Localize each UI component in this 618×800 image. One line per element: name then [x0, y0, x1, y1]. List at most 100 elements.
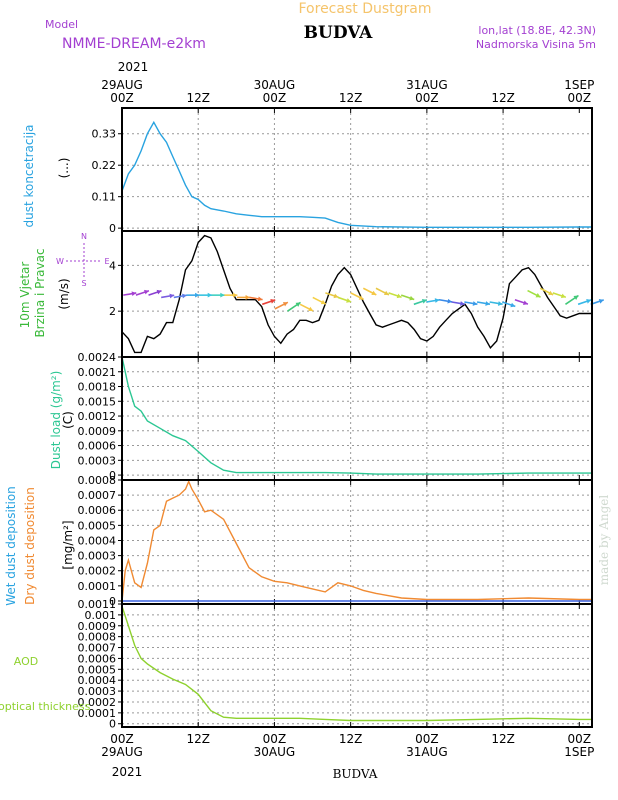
aod-ylabel-group: AOD optical thickness — [0, 655, 91, 713]
ytick-label: 0.0011 — [78, 598, 117, 611]
ytick-label: 0.0015 — [78, 395, 117, 408]
altitude-label: Nadmorska Visina 5m — [476, 38, 596, 51]
top-tick-label: 1SEP — [564, 78, 594, 92]
figure-title: Forecast Dustgram — [299, 1, 432, 17]
wind-arrow-head — [535, 293, 541, 298]
bottom-year-label: 2021 — [112, 765, 143, 779]
dep-ylabel-unit: [mg/m²] — [61, 520, 75, 569]
panel-frame — [121, 356, 593, 481]
aod-horiz-label: optical thickness — [0, 700, 91, 713]
load-ylabel-unit: (C) — [61, 411, 75, 429]
credit-label: made by Angel — [597, 495, 611, 586]
top-tick-label: 30AUG — [254, 78, 296, 92]
wind-ylabel-line1: 10m Vjetar — [18, 262, 32, 329]
wind-arrow-head — [523, 300, 528, 305]
bottom-tick-label: 12Z — [186, 732, 210, 746]
ytick-label: 0.0009 — [78, 425, 117, 438]
wind-arrow-head — [358, 295, 364, 300]
wind-compass: N S W E — [56, 232, 109, 288]
compass-w: W — [56, 257, 64, 266]
footer-station: BUDVA — [333, 767, 378, 781]
panel-aod: 00.00010.00020.00030.00040.00050.00060.0… — [78, 598, 593, 731]
wind-arrow-head — [472, 301, 478, 306]
wind-ylabel-group: 10m Vjetar Brzina i Pravac (m/s) — [18, 248, 71, 337]
wind-arrow-head — [586, 299, 592, 304]
dust-ylabel-group: dust koncetracija (...) — [22, 124, 71, 227]
series-line-load — [121, 356, 592, 475]
bottom-tick-label: 30AUG — [254, 745, 296, 759]
wind-arrow-head — [282, 302, 288, 307]
panel-dust: 0 0.11 0.22 0.33 — [92, 107, 593, 235]
compass-n: N — [81, 232, 87, 241]
wind-arrow-head — [270, 299, 276, 304]
wind-arrow-head — [460, 301, 465, 306]
ytick-label: 0.0003 — [78, 685, 117, 698]
wind-arrow-head — [421, 299, 427, 304]
top-tick-label: 31AUG — [406, 78, 448, 92]
model-name: NMME-DREAM-e2km — [62, 36, 206, 52]
load-ylabel: Dust load (g/m²) — [49, 371, 63, 470]
bottom-tick-label: 12Z — [339, 732, 363, 746]
top-tick-label: 00Z — [415, 91, 439, 105]
wind-arrow-head — [434, 298, 440, 303]
dry-dep-ylabel: Dry dust deposition — [23, 487, 37, 605]
wind-arrow-head — [346, 298, 352, 303]
wind-arrow-head — [371, 290, 377, 296]
load-ylabel-group: Dust load (g/m²) (C) — [49, 371, 75, 470]
top-tick-label: 00Z — [110, 91, 134, 105]
wind-ylabel-line2: Brzina i Pravac — [33, 248, 47, 337]
wind-ylabel-unit: (m/s) — [57, 278, 71, 309]
wind-arrow-head — [598, 299, 604, 304]
bottom-tick-label: 00Z — [263, 732, 287, 746]
bottom-tick-label: 1SEP — [564, 745, 594, 759]
bottom-tick-label: 31AUG — [406, 745, 448, 759]
dust-ylabel: dust koncetracija — [22, 124, 36, 227]
ytick-label: 0.0006 — [78, 504, 117, 517]
ytick-label: 0.0007 — [78, 489, 117, 502]
wind-arrow-head — [257, 296, 263, 302]
wind-arrow-head — [308, 306, 314, 312]
wind-arrow-head — [169, 293, 175, 299]
ytick-label: 0 — [109, 222, 116, 235]
top-tick-label: 12Z — [186, 91, 210, 105]
top-tick-label: 12Z — [491, 91, 515, 105]
ytick-label: 2 — [109, 305, 116, 318]
ytick-label: 4 — [109, 259, 116, 272]
bottom-tick-label: 00Z — [110, 732, 134, 746]
model-label: Model — [45, 18, 78, 31]
wet-dep-ylabel: Wet dust deposition — [4, 486, 18, 606]
bottom-tick-label: 29AUG — [101, 745, 143, 759]
ytick-label: 0.0003 — [78, 550, 117, 563]
wind-arrow-head — [383, 290, 389, 296]
ytick-label: 0.33 — [92, 128, 117, 141]
wind-arrow-head — [131, 291, 137, 297]
panel-frame — [121, 107, 593, 232]
ytick-label: 0.0007 — [78, 642, 117, 655]
panel-frame — [121, 230, 593, 358]
wind-arrow-head — [220, 292, 225, 298]
ytick-label: 0.0012 — [78, 410, 117, 423]
wind-arrow-head — [573, 295, 579, 300]
ytick-label: 0.0008 — [78, 474, 117, 487]
ytick-label: 0.0004 — [78, 674, 117, 687]
ytick-label: 0.0002 — [78, 696, 117, 709]
wind-arrow-head — [143, 289, 149, 295]
dep-ylabel-group: Wet dust deposition Dry dust deposition … — [4, 486, 75, 606]
ytick-label: 0.0006 — [78, 440, 117, 453]
series-line-speed — [121, 234, 592, 354]
ytick-label: 0 — [109, 595, 116, 608]
wind-arrow-head — [295, 302, 301, 307]
wind-arrow-head — [182, 293, 187, 299]
ytick-label: 0.0005 — [78, 519, 117, 532]
wind-arrow-head — [497, 301, 503, 306]
ytick-label: 0.0002 — [78, 565, 117, 578]
bottom-tick-label: 00Z — [568, 732, 592, 746]
ytick-label: 0.0024 — [78, 351, 117, 364]
dust-ylabel-unit: (...) — [57, 158, 71, 179]
wind-arrow-head — [156, 289, 162, 295]
ytick-label: 0.0001 — [78, 707, 117, 720]
wind-arrow-head — [232, 292, 238, 298]
series-line-dust — [121, 120, 592, 229]
